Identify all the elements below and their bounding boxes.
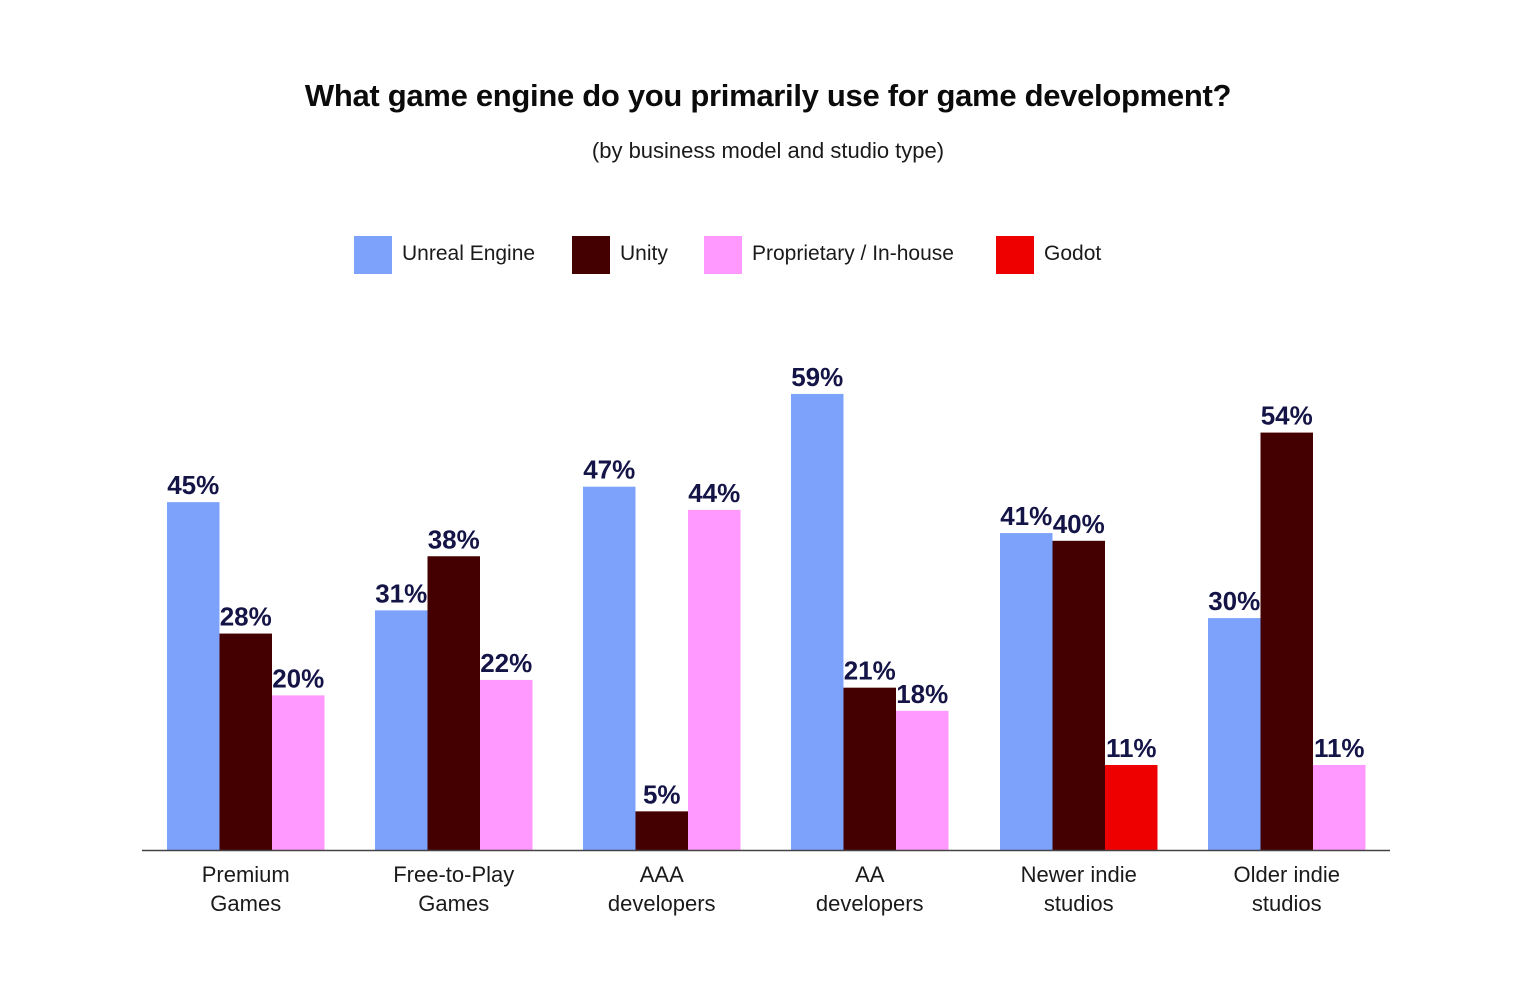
value-label-older-indie-unity: 54% [1261, 401, 1313, 431]
value-label-older-indie-proprietary: 11% [1314, 733, 1365, 763]
chart-subtitle: (by business model and studio type) [591, 138, 945, 163]
value-label-aaa-proprietary: 44% [688, 478, 740, 508]
category-label-f2p-line2: Games [418, 891, 489, 916]
legend-swatch-proprietary [704, 236, 742, 274]
legend-swatch-unreal [354, 236, 392, 274]
bar-premium-unreal [167, 502, 220, 850]
category-label-aaa-line1: AAA [640, 862, 684, 887]
chart-title: What game engine do you primarily use fo… [304, 78, 1232, 113]
value-label-premium-proprietary: 20% [272, 663, 324, 693]
value-label-premium-unreal: 45% [167, 470, 219, 500]
category-label-premium-line2: Games [210, 891, 281, 916]
legend-label-unity: Unity [620, 242, 668, 265]
category-label-newer-indie-line2: studios [1044, 891, 1114, 916]
bar-f2p-proprietary [480, 679, 533, 850]
value-label-f2p-proprietary: 22% [480, 648, 532, 678]
bar-premium-proprietary [272, 695, 325, 850]
bar-newer-indie-unity [1052, 540, 1105, 850]
bar-aa-unity [843, 687, 896, 850]
legend-swatch-unity [572, 236, 610, 274]
category-label-aaa-line2: developers [608, 891, 716, 916]
legend-label-unreal: Unreal Engine [402, 242, 536, 265]
value-label-newer-indie-unreal: 41% [1000, 501, 1052, 531]
bar-newer-indie-unreal [1000, 533, 1053, 850]
bar-older-indie-unreal [1208, 618, 1261, 850]
value-label-older-indie-unreal: 30% [1208, 586, 1260, 616]
value-label-newer-indie-godot: 11% [1106, 733, 1157, 763]
category-label-older-indie-line1: Older indie [1234, 862, 1340, 887]
legend-label-godot: Godot [1044, 242, 1102, 265]
legend-label-proprietary: Proprietary / In-house [752, 242, 954, 265]
bar-older-indie-unity [1260, 432, 1313, 850]
category-label-premium-line1: Premium [202, 862, 290, 887]
bar-aaa-unreal [583, 486, 636, 850]
bar-older-indie-proprietary [1313, 764, 1366, 850]
bar-aaa-unity [635, 811, 688, 850]
bar-aa-unreal [791, 393, 844, 850]
bar-aaa-proprietary [688, 509, 741, 850]
bar-f2p-unity [427, 556, 480, 850]
value-label-premium-unity: 28% [220, 602, 272, 632]
value-label-aa-proprietary: 18% [896, 679, 948, 709]
bar-premium-unity [219, 633, 272, 850]
value-label-aa-unity: 21% [844, 656, 896, 686]
category-label-aa-line2: developers [816, 891, 924, 916]
legend-swatch-godot [996, 236, 1034, 274]
value-label-aaa-unity: 5% [643, 779, 681, 809]
value-label-f2p-unity: 38% [428, 524, 480, 554]
value-label-f2p-unreal: 31% [375, 578, 427, 608]
bar-newer-indie-godot [1105, 764, 1158, 850]
category-label-aa-line1: AA [855, 862, 885, 887]
value-label-newer-indie-unity: 40% [1053, 509, 1105, 539]
category-label-f2p-line1: Free-to-Play [393, 862, 514, 887]
bar-f2p-unreal [375, 610, 428, 850]
value-label-aa-unreal: 59% [791, 362, 843, 392]
bar-aa-proprietary [896, 710, 949, 850]
category-label-older-indie-line2: studios [1252, 891, 1322, 916]
category-label-newer-indie-line1: Newer indie [1021, 862, 1137, 887]
value-label-aaa-unreal: 47% [583, 455, 635, 485]
